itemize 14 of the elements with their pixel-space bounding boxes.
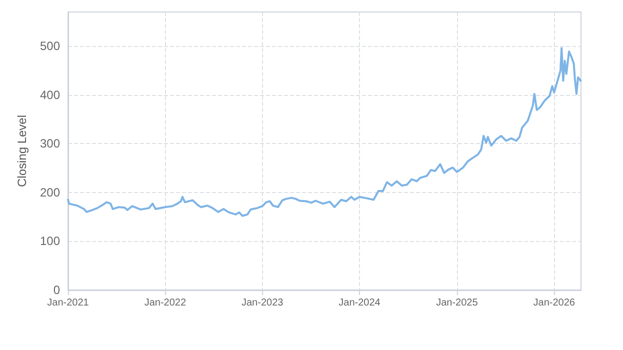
y-tick-label: 200 — [40, 185, 60, 200]
y-tick-label: 400 — [40, 88, 60, 102]
y-axis-title: Closing Level — [15, 114, 29, 188]
x-tick-label: Jan-2026 — [533, 298, 576, 308]
y-tick-label: 100 — [40, 234, 60, 248]
x-tick-label: Jan-2024 — [338, 298, 381, 308]
x-tick-label: Jan-2023 — [241, 298, 284, 308]
x-tick-label: Jan-2021 — [47, 298, 90, 308]
y-tick-label: 300 — [40, 136, 60, 151]
x-tick-label: Jan-2022 — [144, 298, 186, 308]
x-tick-label: Jan-2025 — [436, 298, 478, 308]
y-tick-label: 500 — [40, 39, 60, 54]
y-tick-label: 0 — [53, 283, 60, 297]
line-series — [67, 47, 582, 217]
